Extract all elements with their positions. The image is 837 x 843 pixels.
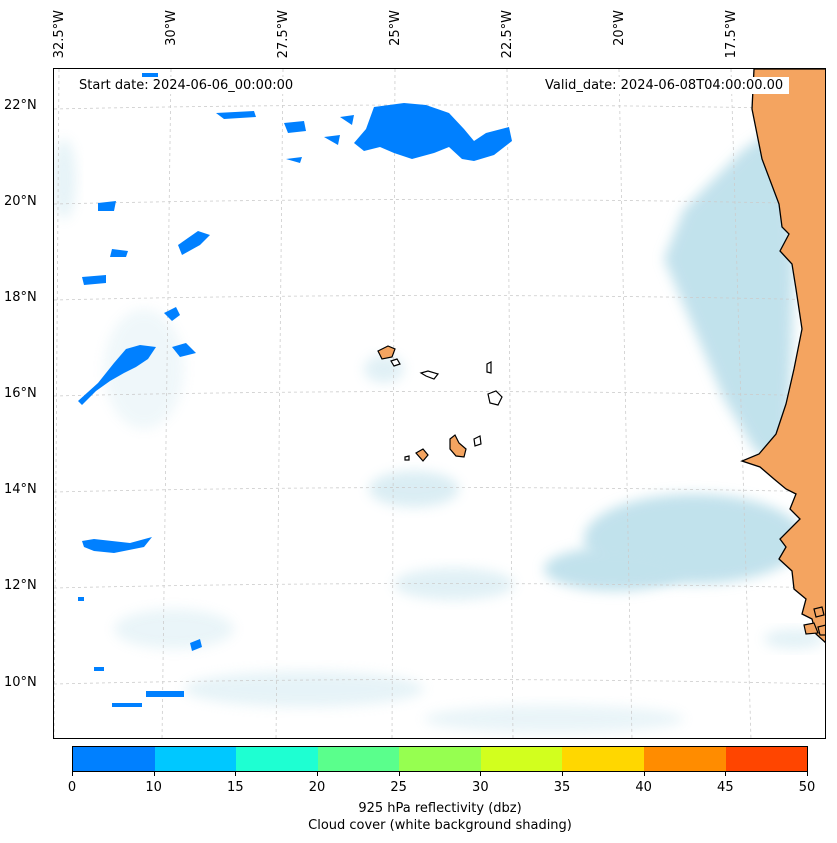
island-sal xyxy=(486,361,492,374)
bissagos-3 xyxy=(817,624,825,636)
island-santiago xyxy=(449,434,467,458)
island-sao-nicolau xyxy=(419,370,440,380)
colorbar-tick xyxy=(153,772,155,776)
colorbar-segment xyxy=(399,747,481,771)
colorbar-tick-label: 50 xyxy=(798,780,816,795)
echo-west-large xyxy=(78,345,156,405)
latitude-label: 10°N xyxy=(4,675,37,690)
echo-west-4 xyxy=(82,275,106,285)
longitude-label: 25°W xyxy=(388,10,403,46)
longitude-label: 20°W xyxy=(612,10,627,46)
echo-west-3 xyxy=(110,249,128,257)
start-date-label: Start date: 2024-06-06_00:00:00 xyxy=(73,77,300,94)
colorbar-tick xyxy=(807,772,808,776)
echo-north-fragments xyxy=(216,111,354,163)
map-canvas xyxy=(54,69,825,738)
colorbar-tick-label: 0 xyxy=(67,780,77,795)
colorbar-tick xyxy=(235,772,237,776)
colorbar-tick-label: 30 xyxy=(472,780,489,795)
colorbar-segment xyxy=(73,747,155,771)
echo-south-5 xyxy=(78,597,84,601)
bissagos-2 xyxy=(803,622,819,635)
colorbar xyxy=(72,746,808,772)
reflectivity-echoes xyxy=(78,73,512,707)
echo-south-4 xyxy=(112,691,184,707)
colorbar-subtitle: Cloud cover (white background shading) xyxy=(308,818,572,833)
colorbar-segment xyxy=(154,747,237,771)
longitude-label: 32.5°W xyxy=(52,10,67,59)
cloud-streak-5 xyxy=(424,705,684,733)
colorbar-segment xyxy=(643,747,726,771)
colorbar-segment xyxy=(562,747,644,771)
colorbar-segment xyxy=(236,747,318,771)
echo-west-5 xyxy=(164,307,180,321)
colorbar-tick xyxy=(72,772,73,776)
latitude-label: 22°N xyxy=(4,98,37,113)
longitude-label: 30°W xyxy=(164,10,179,46)
colorbar-tick-label: 10 xyxy=(145,780,162,795)
cloud-streak-7 xyxy=(104,309,184,429)
cape-verde-islands xyxy=(377,345,825,636)
echo-west-6 xyxy=(172,343,196,357)
colorbar-tick-label: 45 xyxy=(717,780,734,795)
bissagos-1 xyxy=(813,606,825,618)
colorbar-tick xyxy=(317,772,318,776)
colorbar-segment xyxy=(725,747,808,771)
longitude-label: 27.5°W xyxy=(276,10,291,59)
echo-north-band xyxy=(354,103,512,161)
colorbar-title: 925 hPa reflectivity (dbz) xyxy=(358,801,522,816)
latitude-label: 18°N xyxy=(4,290,37,305)
colorbar-tick xyxy=(725,772,727,776)
latitude-label: 20°N xyxy=(4,194,37,209)
colorbar-tick-label: 35 xyxy=(553,780,571,795)
cloud-coastal-band xyxy=(664,129,794,469)
colorbar-tick-label: 25 xyxy=(390,780,407,795)
colorbar-segment xyxy=(317,747,400,771)
longitude-label: 22.5°W xyxy=(500,10,515,59)
island-santo-antao xyxy=(377,345,396,360)
cloud-mass-east-2 xyxy=(544,547,684,591)
graticule xyxy=(54,69,825,738)
echo-south-2 xyxy=(190,639,202,651)
cloud-streak-8 xyxy=(54,139,76,219)
echo-north-top xyxy=(142,73,158,77)
cloud-streak-4 xyxy=(184,671,424,707)
cloud-cover-shading xyxy=(54,129,824,733)
map-panel xyxy=(53,68,826,739)
cloud-streak-2 xyxy=(394,568,514,600)
colorbar-tick xyxy=(398,772,400,776)
island-sao-vicente xyxy=(390,358,401,367)
valid-date-label: Valid_date: 2024-06-08T04:00:00.00 xyxy=(539,77,790,94)
africa-landmass xyxy=(740,69,825,644)
latitude-label: 16°N xyxy=(4,386,37,401)
echo-south-1 xyxy=(82,537,152,553)
colorbar-segment xyxy=(480,747,563,771)
cloud-streak-6 xyxy=(114,609,234,649)
longitude-label: 17.5°W xyxy=(724,10,739,59)
colorbar-tick xyxy=(562,772,563,776)
colorbar-tick-label: 40 xyxy=(635,780,652,795)
echo-west-2 xyxy=(178,231,210,255)
latitude-label: 12°N xyxy=(4,578,37,593)
echo-west-1 xyxy=(98,201,116,211)
colorbar-tick xyxy=(643,772,645,776)
echo-south-3 xyxy=(94,667,104,671)
island-fogo xyxy=(415,448,429,462)
colorbar-tick xyxy=(480,772,482,776)
colorbar-tick-label: 20 xyxy=(308,780,326,795)
latitude-label: 14°N xyxy=(4,482,37,497)
cloud-streak-1 xyxy=(369,471,459,507)
island-maio xyxy=(473,435,482,447)
island-boa-vista xyxy=(487,390,503,406)
island-brava xyxy=(404,455,410,461)
colorbar-tick-label: 15 xyxy=(227,780,244,795)
